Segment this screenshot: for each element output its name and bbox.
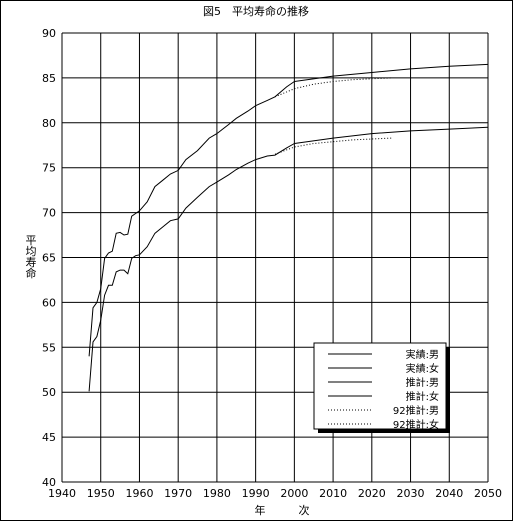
legend-label: 推計:女	[406, 390, 439, 403]
x-tick-label: 1940	[48, 487, 76, 500]
grid-lines	[61, 32, 489, 483]
y-tick-label: 60	[42, 296, 56, 309]
legend-label: 実績:女	[406, 362, 439, 375]
x-tick-label: 1970	[164, 487, 192, 500]
legend-label: 92推計:女	[393, 418, 439, 431]
y-tick-label: 90	[42, 27, 56, 40]
x-tick-label: 1990	[242, 487, 270, 500]
y-axis-label-char: 寿	[26, 255, 37, 269]
y-axis-ticks: 40 45 50 55 60 65 70 75 80 85 90	[42, 27, 56, 489]
x-tick-label: 2000	[280, 487, 308, 500]
series-line	[294, 126, 489, 144]
y-axis-label-char: 均	[26, 245, 37, 258]
legend-label: 92推計:男	[393, 404, 439, 417]
x-tick-label: 2010	[319, 487, 347, 500]
y-axis-label: 平均寿命	[26, 234, 37, 280]
series-line	[88, 143, 295, 392]
series-lines	[88, 63, 489, 392]
y-tick-label: 45	[42, 431, 56, 444]
y-tick-label: 65	[42, 252, 56, 265]
x-tick-label: 1960	[125, 487, 153, 500]
x-tick-label: 2030	[397, 487, 425, 500]
series-line	[274, 77, 392, 98]
y-tick-label: 75	[42, 162, 56, 175]
y-tick-label: 80	[42, 117, 56, 130]
x-axis-label: 年 次	[255, 503, 310, 517]
x-tick-label: 1950	[87, 487, 115, 500]
x-tick-label: 2040	[435, 487, 463, 500]
series-line	[88, 81, 295, 357]
y-axis-label-char: 平	[26, 234, 37, 247]
legend-label: 実績:男	[406, 348, 439, 361]
chart-title: 図5 平均寿命の推移	[203, 4, 309, 18]
x-axis-ticks: 1940 1950 1960 1970 1980 1990 2000 2010 2020 2030…	[48, 487, 502, 500]
series-line	[294, 63, 489, 82]
y-tick-label: 50	[42, 386, 56, 399]
y-tick-label: 40	[42, 476, 56, 489]
x-tick-label: 2050	[474, 487, 502, 500]
x-tick-label: 2020	[358, 487, 386, 500]
y-tick-label: 85	[42, 72, 56, 85]
y-tick-label: 55	[42, 341, 56, 354]
y-axis-label-char: 命	[26, 266, 37, 280]
y-tick-label: 70	[42, 207, 56, 220]
legend-label: 推計:男	[406, 376, 439, 389]
legend-box	[313, 342, 447, 430]
x-tick-label: 1980	[203, 487, 231, 500]
